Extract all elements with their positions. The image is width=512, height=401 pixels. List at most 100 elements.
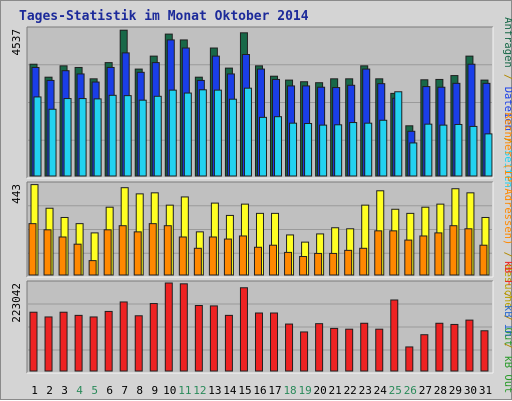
x-tick-label-day-21: 21 [329,384,342,397]
x-tick-label-day-25: 25 [389,384,402,397]
legend-middle-part: Rechner (IP-Adressen) [502,113,512,246]
bar-kbf-day-20 [315,323,324,372]
bar-besuche-day-10 [163,225,172,276]
bar-kbf-day-9 [149,303,158,372]
bar-kbf-day-12 [194,305,203,372]
bar-seiten-day-28 [439,124,448,177]
bar-kbf-day-2 [44,316,53,372]
bar-seiten-day-21 [334,124,343,177]
x-tick-label-day-14: 14 [223,384,237,397]
bar-seiten-day-15 [243,87,252,177]
bar-seiten-day-14 [228,98,237,177]
bar-seiten-day-7 [123,95,132,177]
bar-kbf-day-15 [239,287,248,372]
bar-besuche-day-18 [284,251,293,276]
bar-seiten-day-26 [409,142,418,177]
bar-besuche-day-8 [133,231,142,276]
legend-middle-part: Out [502,328,512,347]
y-max-label-middle: 443 [10,184,23,204]
bar-besuche-day-12 [193,247,202,276]
bar-seiten-day-11 [183,92,192,177]
bar-seiten-day-6 [108,94,117,177]
bar-seiten-day-25 [394,91,403,177]
bar-besuche-day-27 [419,235,428,276]
legend-top-part: Seiten [502,150,512,188]
bar-seiten-day-16 [258,116,267,177]
x-tick-label-day-29: 29 [449,384,462,397]
bar-kbf-day-4 [74,314,83,372]
bar-kbf-day-13 [209,305,218,372]
bar-kbf-day-1 [29,311,38,372]
legend-top-part: / [502,68,512,87]
bar-besuche-day-3 [58,236,67,276]
bar-kbf-day-19 [300,331,309,372]
bar-kbf-day-22 [345,328,354,372]
bar-seiten-day-10 [168,89,177,177]
x-tick-label-day-1: 1 [31,384,38,397]
bar-besuche-day-1 [28,223,37,276]
bar-seiten-day-8 [138,99,147,177]
bar-kbf-day-18 [285,323,294,372]
x-tick-label-day-6: 6 [106,384,113,397]
x-tick-label-day-19: 19 [298,384,311,397]
bar-kbf-day-3 [59,311,68,372]
bar-seiten-day-4 [78,98,87,177]
bar-besuche-day-23 [359,247,368,276]
bar-seiten-day-12 [198,89,207,177]
legend-bottom-part: / [502,336,512,355]
bar-kbf-day-11 [179,283,188,372]
bar-kbf-day-26 [405,346,414,372]
x-tick-label-day-10: 10 [163,384,176,397]
bar-kbf-day-14 [224,314,233,372]
x-tick-label-day-17: 17 [268,384,281,397]
bar-besuche-day-17 [269,244,278,276]
bar-seiten-day-24 [379,119,388,177]
y-max-label-bottom: 223042 [10,283,23,323]
x-tick-label-day-31: 31 [479,384,492,397]
x-tick-label-day-24: 24 [374,384,388,397]
bar-seiten-day-1 [33,96,42,177]
x-tick-label-day-16: 16 [253,384,266,397]
bar-seiten-day-30 [469,125,478,177]
x-tick-label-day-18: 18 [283,384,296,397]
x-tick-label-day-20: 20 [314,384,327,397]
bar-seiten-day-20 [319,124,328,177]
bar-kbf-day-23 [360,322,369,372]
bar-seiten-day-3 [63,98,72,177]
bar-besuche-day-16 [253,246,262,276]
x-tick-label-day-27: 27 [419,384,432,397]
legend-middle-part: Besuche [502,264,512,308]
x-tick-label-day-15: 15 [238,384,251,397]
bar-seiten-day-2 [48,108,57,177]
legend-middle-part: / [502,245,512,264]
bar-seiten-day-19 [304,123,313,177]
legend-bottom-part: kB Out [502,355,512,393]
x-tick-label-day-12: 12 [193,384,206,397]
bar-besuche-day-20 [314,252,323,276]
x-tick-label-day-4: 4 [76,384,83,397]
bar-besuche-day-25 [389,230,398,276]
x-tick-label-day-28: 28 [434,384,447,397]
legend-top-part: Anfragen [502,17,512,68]
bar-seiten-day-22 [349,122,358,177]
bar-besuche-day-13 [208,236,217,276]
bar-besuche-day-11 [178,236,187,276]
bar-kbf-day-8 [134,315,143,372]
chart-title: Tages-Statistik im Monat Oktober 2014 [19,9,309,24]
bar-kbf-day-16 [254,312,263,372]
x-tick-label-day-7: 7 [121,384,128,397]
bar-seiten-day-9 [153,95,162,177]
legend-bottom-part: kB In [502,305,512,337]
bar-besuche-day-2 [43,229,52,276]
x-tick-label-day-3: 3 [61,384,68,397]
bar-kbf-day-25 [390,299,399,372]
bar-besuche-day-14 [223,238,232,276]
bar-seiten-day-13 [213,89,222,177]
bar-kbf-day-5 [89,316,98,372]
x-tick-label-day-23: 23 [359,384,372,397]
bar-besuche-day-7 [118,225,127,276]
bar-besuche-day-29 [449,225,458,276]
x-tick-label-day-30: 30 [464,384,477,397]
